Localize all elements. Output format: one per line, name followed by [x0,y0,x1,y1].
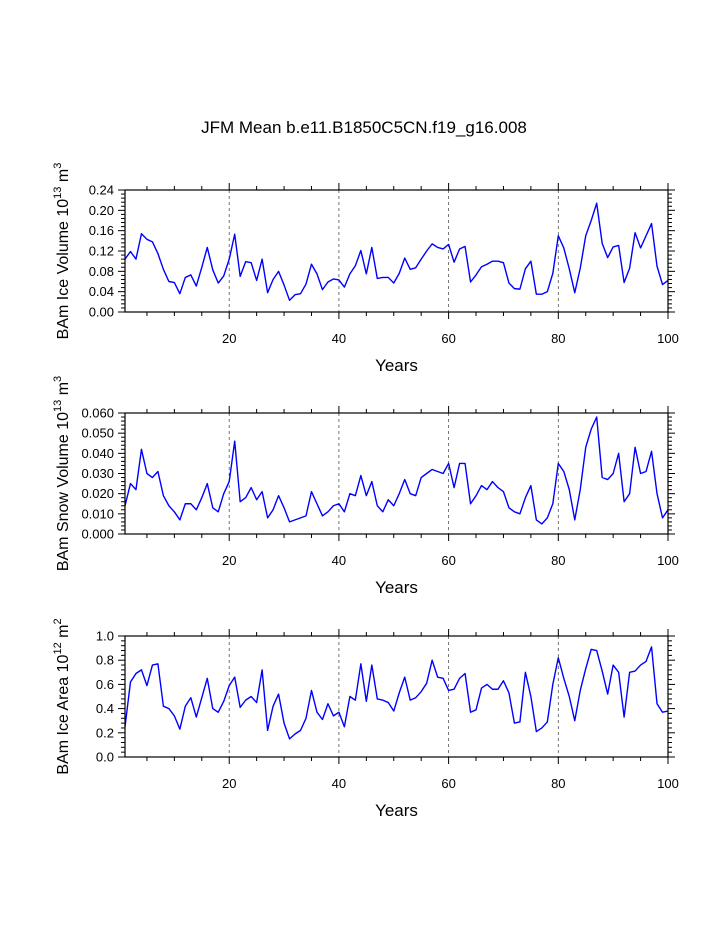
figure-title: JFM Mean b.e11.B1850C5CN.f19_g16.008 [201,118,527,137]
y-tick-label: 0.04 [89,284,114,299]
x-tick-label: 20 [222,331,236,346]
y-tick-label: 0.20 [89,203,114,218]
y-axis-title-unit-exponent: 3 [52,376,64,382]
y-axis-title-unit: m [55,169,72,182]
y-axis-title-exponent: 13 [52,400,64,412]
x-tick-label: 20 [222,553,236,568]
x-tick-label: 100 [657,553,679,568]
x-tick-label: 60 [441,553,455,568]
y-tick-label: 0.2 [96,725,114,740]
data-line [124,646,669,740]
x-tick-label: 80 [551,776,565,791]
y-tick-label: 1.0 [96,629,114,644]
data-line [124,202,669,302]
plot-frame [124,635,669,758]
x-tick-label: 40 [332,776,346,791]
y-axis-title-unit: m [55,382,72,395]
y-axis-title: BAm Snow Volume 1013 m3 [52,376,72,571]
panel-ice-area: 20 40 60 80 100 0.0 0.2 0.4 0.6 0.8 1.0 Years BAm Ic… [52,618,679,820]
y-tick-label: 0.000 [81,527,114,542]
x-axis-title: Years [375,578,418,597]
y-tick-label: 0.24 [89,183,114,198]
y-axis-title: BAm Ice Volume 1013 m3 [52,163,72,340]
y-tick-label: 0.12 [89,244,114,259]
y-tick-label: 0.08 [89,264,114,279]
panel-ice-volume: 20 40 60 80 100 0.00 0.04 0.08 0.12 0.16 0.20 0.24 Y… [52,163,679,375]
x-tick-label: 20 [222,776,236,791]
y-tick-label: 0.6 [96,677,114,692]
x-tick-label: 100 [657,331,679,346]
y-axis-title-unit: m [55,625,72,638]
data-line [124,416,669,525]
x-axis-title: Years [375,801,418,820]
y-axis-title: BAm Ice Area 1012 m2 [52,618,72,774]
y-axis-title-text: BAm Snow Volume 10 [55,412,72,571]
y-tick-label: 0.020 [81,486,114,501]
y-tick-label: 0.030 [81,466,114,481]
y-axis-title-exponent: 13 [52,187,64,199]
x-tick-label: 100 [657,776,679,791]
x-tick-label: 80 [551,331,565,346]
y-axis-title-unit-exponent: 2 [52,618,64,624]
x-axis-title: Years [375,356,418,375]
y-tick-label: 0.4 [96,701,114,716]
y-tick-label: 0.00 [89,305,114,320]
y-axis-title-text: BAm Ice Volume 10 [55,199,72,340]
y-tick-label: 0.050 [81,426,114,441]
x-tick-label: 80 [551,553,565,568]
plot-frame [124,412,669,535]
panel-snow-volume: 20 40 60 80 100 0.000 0.010 0.020 0.030 0.040 0.05… [52,376,679,597]
y-tick-label: 0.040 [81,446,114,461]
y-axis-title-unit-exponent: 3 [52,163,64,169]
y-tick-label: 0.010 [81,506,114,521]
y-axis-title-exponent: 12 [52,642,64,654]
y-axis-title-text: BAm Ice Area 10 [55,654,72,774]
y-tick-label: 0.060 [81,406,114,421]
x-tick-label: 60 [441,331,455,346]
x-tick-label: 40 [332,553,346,568]
x-tick-label: 60 [441,776,455,791]
x-tick-label: 40 [332,331,346,346]
y-tick-label: 0.0 [96,750,114,765]
y-tick-label: 0.16 [89,223,114,238]
y-tick-label: 0.8 [96,653,114,668]
